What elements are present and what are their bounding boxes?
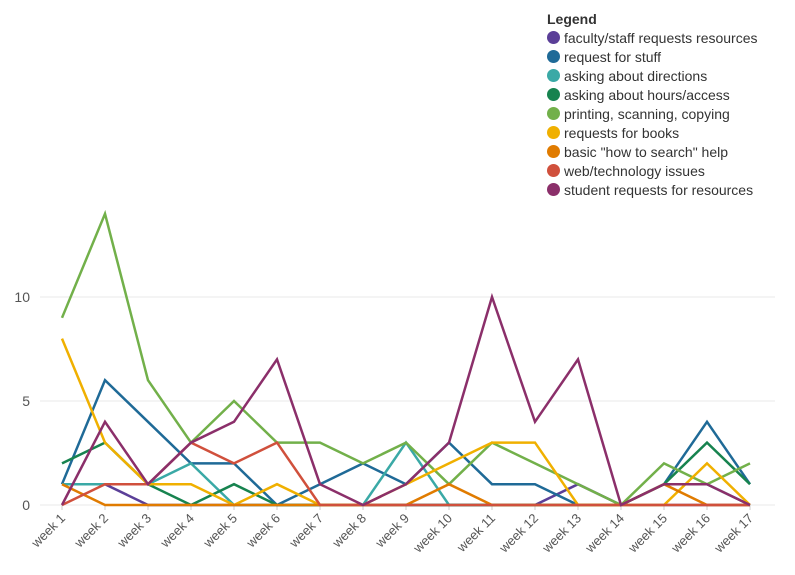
legend-item[interactable]: printing, scanning, copying	[547, 104, 758, 123]
legend-item[interactable]: web/technology issues	[547, 161, 758, 180]
x-tick-label: week 11	[453, 511, 498, 556]
legend-swatch-icon	[547, 183, 560, 196]
legend-label: requests for books	[564, 124, 680, 141]
legend-title: Legend	[547, 11, 597, 27]
x-tick-label: week 8	[329, 511, 369, 551]
series-line	[61, 441, 750, 507]
legend-item[interactable]: basic "how to search" help	[547, 142, 758, 161]
legend-label: printing, scanning, copying	[564, 105, 730, 122]
legend-swatch-icon	[547, 69, 560, 82]
legend-item[interactable]: requests for books	[547, 123, 758, 142]
x-tick-label: week 4	[157, 511, 197, 551]
x-tick-label: week 13	[539, 511, 585, 557]
legend-label: faculty/staff requests resources	[564, 29, 758, 46]
series-line	[60, 292, 751, 507]
legend-item[interactable]: request for stuff	[547, 47, 758, 66]
legend-item[interactable]: faculty/staff requests resources	[547, 28, 758, 47]
legend-swatch-icon	[547, 164, 560, 177]
legend-swatch-icon	[547, 145, 560, 158]
legend-label: basic "how to search" help	[564, 143, 729, 160]
y-tick-label: 10	[14, 289, 30, 305]
x-tick-label: week 14	[582, 511, 628, 557]
legend: Legend faculty/staff requests resources r…	[547, 11, 758, 199]
legend-item[interactable]: student requests for resources	[547, 180, 758, 199]
x-tick-label: week 12	[496, 511, 542, 557]
y-tick-label: 0	[22, 497, 30, 513]
series-line	[61, 440, 751, 507]
x-tick-label: week 17	[711, 511, 757, 557]
legend-item[interactable]: asking about directions	[547, 66, 758, 85]
x-tick-label: week 1	[28, 511, 68, 551]
x-tick-label: week 15	[625, 511, 671, 557]
series-line	[62, 482, 750, 507]
legend-item[interactable]: asking about hours/access	[547, 85, 758, 104]
legend-label: asking about directions	[564, 67, 708, 84]
legend-label: asking about hours/access	[564, 86, 730, 103]
series-line	[62, 440, 751, 507]
x-tick-label: week 10	[410, 511, 456, 557]
x-tick-label: week 2	[71, 511, 111, 551]
legend-swatch-icon	[547, 126, 560, 139]
y-tick-label: 5	[22, 393, 30, 409]
legend-label: student requests for resources	[564, 181, 754, 198]
series-line	[60, 209, 751, 507]
x-tick-label: week 7	[286, 511, 326, 551]
x-tick-label: week 9	[372, 511, 412, 551]
legend-label: web/technology issues	[564, 162, 705, 179]
legend-swatch-icon	[547, 88, 560, 101]
legend-swatch-icon	[547, 31, 560, 44]
legend-swatch-icon	[547, 107, 560, 120]
x-tick-label: week 6	[243, 511, 283, 551]
legend-label: request for stuff	[564, 48, 662, 65]
x-tick-label: week 5	[200, 511, 240, 551]
series-line	[61, 482, 750, 507]
x-tick-label: week 16	[668, 511, 714, 557]
x-tick-label: week 3	[114, 511, 154, 551]
legend-swatch-icon	[547, 50, 560, 63]
